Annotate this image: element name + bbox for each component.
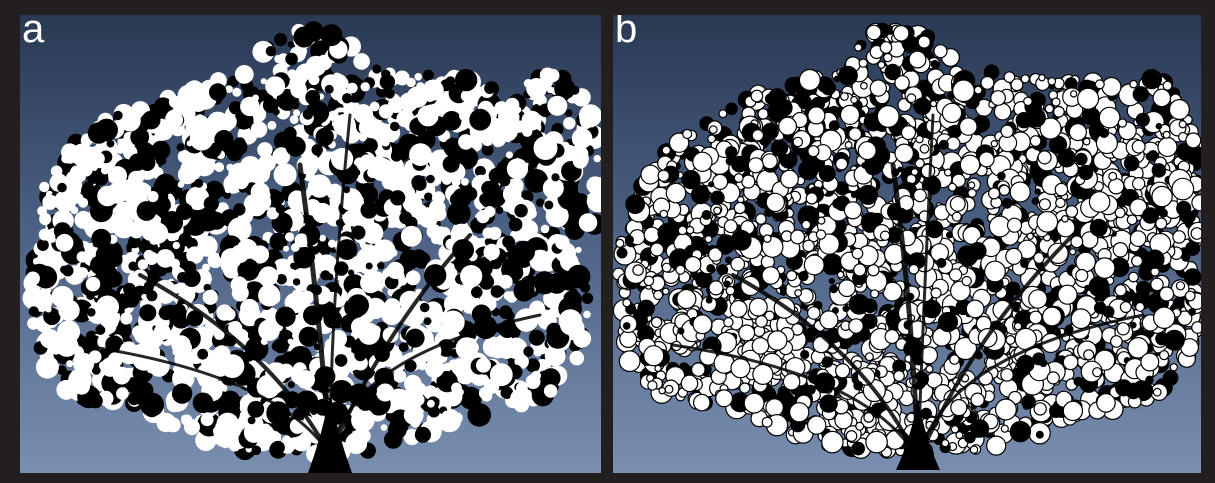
- panel-label-a: a: [22, 15, 45, 51]
- tree-image-b: [613, 22, 1201, 470]
- tree-image-a: [22, 21, 601, 473]
- tree-b-crown: [613, 22, 1201, 463]
- tree-a-crown: [22, 21, 601, 464]
- panel-a: a: [20, 15, 601, 473]
- panel-label-b: b: [615, 15, 638, 51]
- panel-b: b: [613, 15, 1201, 473]
- tree-b-trunk: [671, 113, 1145, 470]
- tree-a-trunk: [78, 113, 542, 473]
